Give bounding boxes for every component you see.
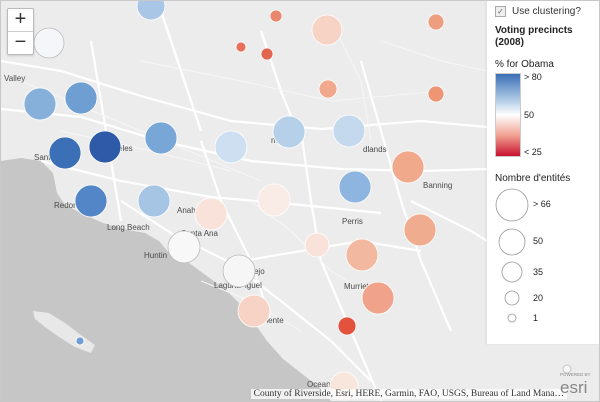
precinct-cluster[interactable] bbox=[64, 81, 98, 115]
size-symbol-1 bbox=[507, 313, 517, 323]
size-label-66: > 66 bbox=[533, 199, 551, 209]
place-label-laguna: Laguna bbox=[214, 281, 241, 290]
size-label-20: 20 bbox=[533, 293, 544, 303]
size-symbol-50 bbox=[498, 228, 526, 256]
layer-title: Voting precincts (2008) bbox=[495, 25, 573, 48]
place-label-santa: Santa bbox=[34, 153, 55, 162]
legend-panel: ✓ Use clustering? Voting precincts (2008… bbox=[487, 1, 599, 344]
place-label-redond: Redond bbox=[54, 201, 82, 210]
place-label-iguel: iguel bbox=[245, 281, 262, 290]
precinct-cluster[interactable] bbox=[88, 130, 122, 164]
size-symbol-20 bbox=[504, 290, 520, 306]
esri-logo[interactable]: POWERED BY esri bbox=[559, 369, 595, 397]
precinct-cluster[interactable] bbox=[337, 316, 357, 336]
ramp-mid-label: 50 bbox=[524, 110, 535, 120]
precinct-cluster[interactable] bbox=[136, 1, 166, 21]
precinct-cluster[interactable] bbox=[48, 136, 82, 170]
place-label-eles: eles bbox=[118, 144, 133, 153]
precinct-cluster[interactable] bbox=[391, 150, 425, 184]
field-label: % for Obama bbox=[495, 59, 554, 70]
precinct-cluster[interactable] bbox=[237, 294, 271, 328]
zoom-in-button[interactable]: + bbox=[14, 8, 27, 30]
place-label-murrieta: Murrieta bbox=[344, 282, 374, 291]
precinct-cluster[interactable] bbox=[214, 130, 248, 164]
precinct-cluster[interactable] bbox=[427, 13, 445, 31]
zoom-out-button[interactable]: − bbox=[8, 31, 33, 54]
ramp-low-label: < 25 bbox=[524, 147, 542, 157]
size-label-35: 35 bbox=[533, 267, 544, 277]
precinct-cluster[interactable] bbox=[345, 238, 379, 272]
size-label-50: 50 bbox=[533, 236, 544, 246]
color-ramp bbox=[495, 73, 521, 157]
attribution[interactable]: County of Riverside, Esri, HERE, Garmin,… bbox=[250, 389, 567, 399]
precinct-cluster[interactable] bbox=[257, 183, 291, 217]
place-label-valley: Valley bbox=[4, 74, 25, 83]
size-symbol-66 bbox=[495, 188, 529, 222]
clustering-toggle[interactable]: ✓ Use clustering? bbox=[495, 6, 581, 17]
precinct-cluster[interactable] bbox=[23, 87, 57, 121]
precinct-cluster[interactable] bbox=[167, 230, 201, 264]
esri-powered-by: POWERED BY bbox=[560, 372, 591, 377]
place-label-perris: Perris bbox=[342, 217, 363, 226]
precinct-cluster[interactable] bbox=[304, 232, 330, 258]
precinct-cluster[interactable] bbox=[137, 184, 171, 218]
precinct-cluster[interactable] bbox=[562, 364, 572, 374]
precinct-cluster[interactable] bbox=[361, 281, 395, 315]
size-legend-symbols bbox=[495, 188, 529, 323]
precinct-cluster[interactable] bbox=[403, 213, 437, 247]
place-label-huntin: Huntin bbox=[144, 251, 167, 260]
place-label-viejo: Viejo bbox=[247, 267, 265, 276]
precinct-cluster[interactable] bbox=[74, 184, 108, 218]
esri-logo-text: esri bbox=[560, 378, 587, 397]
place-label-anah: Anah bbox=[177, 206, 196, 215]
precinct-cluster[interactable] bbox=[144, 121, 178, 155]
place-label-dlands: dlands bbox=[363, 145, 387, 154]
place-label-banning: Banning bbox=[423, 181, 452, 190]
precinct-cluster[interactable] bbox=[269, 9, 283, 23]
precinct-cluster[interactable] bbox=[235, 41, 247, 53]
ramp-high-label: > 80 bbox=[524, 72, 542, 82]
size-symbol-35 bbox=[501, 261, 523, 283]
size-label-1: 1 bbox=[533, 313, 539, 323]
precinct-cluster[interactable] bbox=[33, 27, 65, 59]
place-label-emente: emente bbox=[257, 316, 284, 325]
size-legend-title: Nombre d'entités bbox=[495, 173, 571, 184]
precinct-cluster[interactable] bbox=[260, 47, 274, 61]
precinct-cluster[interactable] bbox=[75, 336, 85, 346]
precinct-cluster[interactable] bbox=[194, 197, 228, 231]
precinct-cluster[interactable] bbox=[338, 170, 372, 204]
place-label-oceansid: Oceansid bbox=[307, 380, 341, 389]
clustering-label: Use clustering? bbox=[512, 6, 581, 17]
precinct-cluster[interactable] bbox=[222, 254, 256, 288]
place-label-santa-ana: Santa Ana bbox=[181, 229, 218, 238]
precinct-cluster[interactable] bbox=[318, 79, 338, 99]
precinct-cluster[interactable] bbox=[332, 114, 366, 148]
zoom-control: + − bbox=[7, 8, 34, 55]
precinct-cluster[interactable] bbox=[311, 14, 343, 46]
precinct-cluster[interactable] bbox=[272, 115, 306, 149]
precinct-cluster[interactable] bbox=[427, 85, 445, 103]
place-label-long-beach: Long Beach bbox=[107, 223, 150, 232]
clustering-checkbox[interactable]: ✓ bbox=[495, 6, 506, 17]
